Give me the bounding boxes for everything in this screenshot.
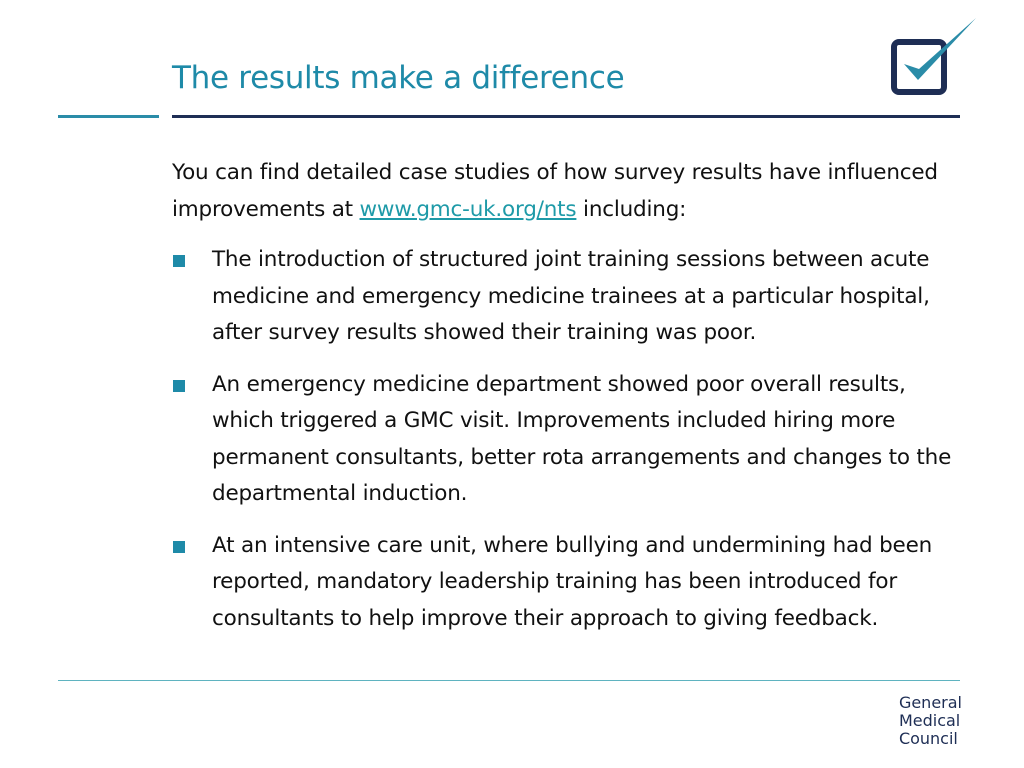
list-item-text: An emergency medicine department showed …: [212, 371, 952, 507]
title-rule: [172, 115, 960, 118]
footer-rule: [58, 680, 960, 681]
logo-text-line: Council: [898, 729, 958, 748]
gmc-logo: General Medical Council: [899, 694, 962, 748]
list-item-text: The introduction of structured joint tra…: [212, 247, 930, 345]
intro-text: You can find detailed case studies of ho…: [172, 160, 938, 222]
main-content: You can find detailed case studies of ho…: [172, 155, 962, 652]
square-bullet-icon: [173, 540, 185, 553]
list-item: An emergency medicine department showed …: [172, 367, 962, 513]
nts-link[interactable]: www.gmc-uk.org/nts: [359, 196, 577, 222]
square-bullet-icon: [173, 379, 185, 392]
list-item: The introduction of structured joint tra…: [172, 242, 962, 352]
logo-text-line: General: [898, 693, 962, 712]
logo-text-line: Medical: [898, 711, 961, 730]
title-rule-accent: [58, 115, 159, 118]
page-title: The results make a difference: [172, 60, 625, 96]
case-study-list: The introduction of structured joint tra…: [172, 242, 962, 637]
intro-paragraph: You can find detailed case studies of ho…: [172, 155, 962, 228]
list-item: At an intensive care unit, where bullyin…: [172, 528, 962, 638]
list-item-text: At an intensive care unit, where bullyin…: [212, 532, 933, 631]
intro-text-end: including:: [576, 196, 687, 222]
square-bullet-icon: [173, 255, 185, 267]
checkbox-check-icon: [891, 18, 976, 95]
